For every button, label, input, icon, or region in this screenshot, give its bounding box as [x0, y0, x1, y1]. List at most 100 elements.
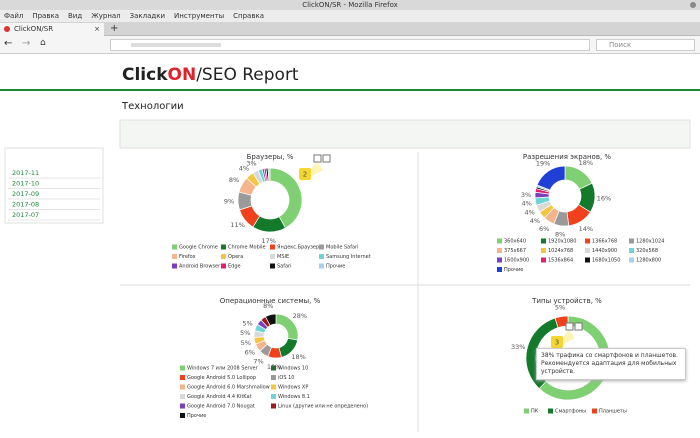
legend-label: iOS 10	[278, 375, 294, 381]
legend-swatch	[271, 403, 276, 409]
legend-label: Opera	[228, 254, 243, 260]
legend-label: Windows 7 или 2008 Server	[187, 366, 259, 372]
value-label: 18%	[579, 159, 593, 167]
legend-label: MSIE	[277, 254, 289, 260]
search-placeholder: Поиск	[609, 41, 632, 49]
legend-label: Windows 8.1	[278, 394, 310, 400]
legend-swatch	[541, 238, 546, 244]
legend-swatch	[585, 257, 590, 263]
legend-label: Safari	[277, 264, 292, 270]
legend-swatch	[172, 254, 177, 259]
period-link: 2017-09	[12, 190, 39, 198]
edit-icon[interactable]	[313, 154, 322, 163]
legend-label: Google Android 5.0 Lollipop	[187, 375, 256, 381]
legend-swatch	[270, 244, 275, 250]
edit-icon[interactable]	[322, 154, 331, 163]
legend-swatch	[180, 413, 185, 418]
value-label: 8%	[263, 302, 273, 310]
legend-swatch	[585, 248, 590, 253]
menu-item[interactable]: Закладки	[129, 12, 166, 20]
hint-number: 3	[555, 339, 559, 347]
menu-item[interactable]: Вид	[67, 12, 83, 20]
nav-bar: ← → ⌂ Поиск	[0, 36, 700, 54]
legend-label: Google Android 4.4 KitKat	[187, 394, 252, 400]
legend-swatch	[497, 267, 502, 272]
menu-bar: Файл Правка Вид Журнал Закладки Инструменты Сп…	[0, 10, 700, 22]
back-button[interactable]: ←	[4, 38, 13, 49]
legend-label: Edge	[228, 264, 241, 270]
legend-swatch	[319, 254, 324, 259]
value-label: 14%	[579, 225, 593, 233]
edit-icon[interactable]	[574, 322, 583, 331]
legend-label: Android Browser	[179, 264, 221, 270]
donut-slice	[536, 165, 566, 191]
value-label: 7%	[253, 358, 263, 366]
legend-swatch	[180, 403, 185, 409]
filter-box	[119, 119, 691, 149]
legend-swatch	[524, 408, 529, 414]
value-label: 3%	[521, 191, 531, 199]
panel-title: Разрешения экранов, %	[523, 153, 611, 161]
window-title: ClickON/SR - Mozilla Firefox	[302, 1, 398, 9]
url-bar[interactable]	[110, 39, 590, 51]
hint-number: 2	[303, 171, 307, 179]
value-label: 5%	[242, 320, 252, 328]
legend-swatch	[172, 263, 177, 269]
legend-label: 320x568	[636, 248, 658, 254]
legend-swatch	[221, 244, 226, 250]
legend-swatch	[585, 238, 590, 244]
legend-label: Яндекс.Браузер	[277, 245, 319, 251]
hint-badge	[299, 168, 311, 180]
new-tab[interactable]: +	[110, 23, 119, 34]
close-button[interactable]	[690, 2, 696, 8]
tab[interactable]: ClickON/SR ×	[0, 23, 104, 36]
menu-item[interactable]: Справка	[233, 12, 264, 20]
value-label: 8%	[555, 231, 565, 239]
legend-swatch	[319, 263, 324, 269]
home-button[interactable]: ⌂	[40, 38, 46, 48]
legend-label: Firefox	[179, 254, 196, 260]
legend-swatch	[319, 244, 324, 250]
legend-swatch	[541, 248, 546, 253]
header-line	[0, 89, 700, 91]
menu-item[interactable]: Правка	[32, 12, 59, 20]
legend-swatch	[180, 384, 185, 390]
legend-label: 360x640	[504, 239, 526, 245]
panel-title: Браузеры, %	[247, 153, 294, 161]
value-label: 5%	[240, 329, 250, 337]
legend-label: 1536x864	[548, 258, 573, 264]
legend-label: Windows XP	[278, 385, 308, 391]
value-label: 9%	[224, 197, 234, 205]
menu-item[interactable]: Инструменты	[174, 12, 225, 20]
edit-icon[interactable]	[565, 322, 574, 331]
legend-label: Windows 10	[278, 366, 308, 372]
legend-swatch	[270, 263, 275, 269]
value-label: 3%	[246, 159, 256, 167]
legend-label: Google Chrome	[179, 245, 218, 251]
menu-item[interactable]: Файл	[4, 12, 24, 20]
url-blurred	[131, 43, 221, 47]
value-label: 4%	[525, 209, 535, 217]
tab-close[interactable]: ×	[94, 25, 100, 33]
period-link: 2017-10	[12, 180, 39, 188]
search-box[interactable]: Поиск	[596, 39, 695, 51]
legend-label: Chrome Mobile	[228, 245, 266, 251]
legend-swatch	[497, 257, 502, 263]
value-label: 28%	[293, 312, 307, 320]
donut-slice	[264, 313, 277, 326]
legend-label: Смартфоны	[555, 409, 586, 415]
panel-title: Операционные системы, %	[220, 297, 321, 305]
value-label: 8%	[229, 176, 239, 184]
value-label: 16%	[597, 194, 611, 202]
legend-swatch	[270, 254, 275, 259]
legend-label: 1680x1050	[592, 258, 620, 264]
forward-button[interactable]: →	[22, 38, 31, 49]
donut-slice	[267, 167, 271, 182]
legend-label: Mobile Safari	[326, 245, 359, 251]
tab-title: ClickON/SR	[14, 25, 54, 33]
legend-label: Планшеты	[599, 409, 627, 415]
legend-swatch	[629, 248, 634, 253]
menu-item[interactable]: Журнал	[91, 12, 121, 20]
